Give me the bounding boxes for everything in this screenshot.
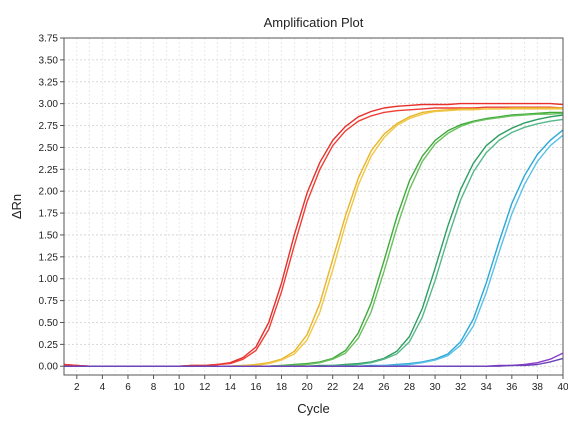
y-tick-label: 3.50 [39, 55, 59, 66]
y-axis-label: ΔRn [9, 194, 24, 219]
y-tick-label: 0.50 [39, 318, 59, 329]
y-tick-label: 2.50 [39, 143, 59, 154]
y-tick-label: 1.25 [39, 252, 59, 263]
chart-title: Amplification Plot [264, 15, 364, 30]
x-tick-label: 22 [327, 382, 339, 393]
x-tick-label: 24 [353, 382, 365, 393]
x-tick-label: 16 [250, 382, 262, 393]
x-tick-label: 20 [302, 382, 314, 393]
y-tick-label: 0.75 [39, 296, 59, 307]
x-tick-label: 4 [100, 382, 106, 393]
y-tick-label: 1.00 [39, 274, 59, 285]
x-tick-label: 8 [151, 382, 157, 393]
y-tick-label: 2.00 [39, 187, 59, 198]
x-tick-label: 10 [174, 382, 186, 393]
x-tick-label: 40 [557, 382, 568, 393]
x-tick-label: 2 [74, 382, 80, 393]
y-tick-label: 0.00 [39, 362, 59, 373]
y-tick-label: 1.50 [39, 230, 59, 241]
series-lines [63, 102, 564, 367]
x-tick-label: 26 [378, 382, 390, 393]
x-tick-label: 18 [276, 382, 288, 393]
x-axis-label: Cycle [297, 401, 330, 416]
x-tick-label: 32 [455, 382, 467, 393]
x-tick-label: 12 [199, 382, 211, 393]
plot-frame [63, 37, 564, 376]
x-tick-label: 30 [429, 382, 441, 393]
axis-ticks: 0.00 0.25 0.50 0.75 1.00 1.25 1.50 1.75 2.00 2.25… [39, 34, 568, 394]
x-tick-label: 38 [532, 382, 544, 393]
x-tick-label: 36 [506, 382, 518, 393]
y-tick-label: 3.75 [39, 34, 59, 45]
y-tick-label: 1.75 [39, 209, 59, 220]
y-tick-label: 0.25 [39, 340, 59, 351]
series-line-12 [64, 357, 564, 367]
x-tick-label: 6 [125, 382, 131, 393]
y-tick-label: 2.75 [39, 121, 59, 132]
x-tick-label: 28 [404, 382, 416, 393]
x-tick-label: 14 [225, 382, 237, 393]
y-tick-label: 2.25 [39, 165, 59, 176]
y-tick-label: 3.00 [39, 99, 59, 110]
y-tick-label: 3.25 [39, 77, 59, 88]
x-tick-label: 34 [481, 382, 493, 393]
